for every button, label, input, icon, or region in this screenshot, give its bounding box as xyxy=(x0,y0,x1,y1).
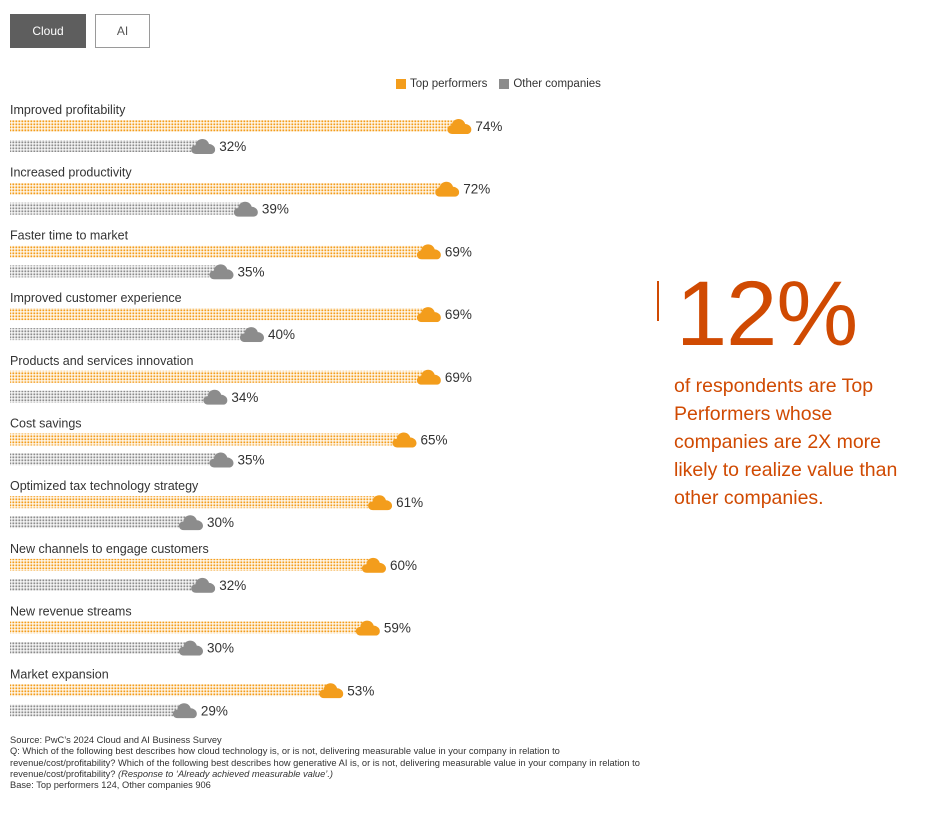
bar-other xyxy=(10,578,206,591)
category-label: Improved profitability xyxy=(10,103,126,117)
value-label-top: 69% xyxy=(445,307,472,322)
bar-top xyxy=(10,558,376,571)
value-label-other: 30% xyxy=(207,515,234,530)
footnote: Source: PwC’s 2024 Cloud and AI Business… xyxy=(10,735,640,791)
value-label-top: 65% xyxy=(421,433,448,448)
value-label-other: 29% xyxy=(201,703,228,718)
category-label: New channels to engage customers xyxy=(10,542,209,556)
bar-top xyxy=(10,308,431,321)
footnote-question-text: Q: Which of the following best describes… xyxy=(10,746,640,779)
bar-top xyxy=(10,684,334,697)
value-label-top: 72% xyxy=(463,182,490,197)
category-label: Increased productivity xyxy=(10,166,132,180)
value-label-top: 53% xyxy=(347,683,374,698)
bar-other xyxy=(10,390,218,403)
value-label-top: 59% xyxy=(384,621,411,636)
callout-stat: 12% xyxy=(676,263,858,365)
value-label-other: 30% xyxy=(207,641,234,656)
callout-text: of respondents are Top Performers whose … xyxy=(674,375,898,509)
bar-top xyxy=(10,245,431,258)
tab-cloud[interactable]: Cloud xyxy=(10,14,86,48)
bar-top xyxy=(10,370,431,383)
bar-other xyxy=(10,202,248,215)
value-label-other: 40% xyxy=(268,327,295,342)
footnote-source: Source: PwC’s 2024 Cloud and AI Business… xyxy=(10,735,222,745)
footnote-response-note: (Response to ‘Already achieved measurabl… xyxy=(118,768,333,779)
category-label: Faster time to market xyxy=(10,228,129,242)
bar-top xyxy=(10,621,370,634)
category-label: Optimized tax technology strategy xyxy=(10,479,199,493)
value-label-other: 32% xyxy=(219,578,246,593)
bar-top xyxy=(10,496,383,509)
category-label: Market expansion xyxy=(10,667,109,681)
bar-other xyxy=(10,140,206,152)
value-label-top: 60% xyxy=(390,558,417,573)
category-label: Cost savings xyxy=(10,417,82,431)
category-label: Improved customer experience xyxy=(10,291,182,305)
value-label-top: 61% xyxy=(396,495,423,510)
value-label-top: 69% xyxy=(445,244,472,259)
bar-other xyxy=(10,704,187,717)
bar-top xyxy=(10,120,462,132)
bar-other xyxy=(10,516,193,529)
bar-other xyxy=(10,453,224,466)
bar-top xyxy=(10,182,450,195)
footnote-base: Base: Top performers 124, Other companie… xyxy=(10,780,211,791)
legend-item-other: Other companies xyxy=(499,78,601,90)
legend-label-top: Top performers xyxy=(410,78,488,90)
value-label-other: 35% xyxy=(238,453,265,468)
value-label-other: 34% xyxy=(231,390,258,405)
value-label-top: 69% xyxy=(445,370,472,385)
bar-other xyxy=(10,265,224,278)
value-label-top: 74% xyxy=(475,119,502,134)
legend-swatch-other xyxy=(499,79,510,89)
bar-other xyxy=(10,328,254,341)
bar-top xyxy=(10,433,407,446)
bar-other xyxy=(10,641,193,654)
category-label: Products and services innovation xyxy=(10,354,193,368)
category-label: New revenue streams xyxy=(10,605,132,619)
chart-legend: Top performers Other companies xyxy=(396,78,613,90)
tab-ai[interactable]: AI xyxy=(95,14,150,48)
stat-divider xyxy=(657,281,659,321)
value-label-other: 32% xyxy=(219,139,246,154)
tab-bar: Cloud AI xyxy=(10,14,150,48)
value-label-other: 35% xyxy=(238,264,265,279)
value-label-other: 39% xyxy=(262,202,289,217)
legend-swatch-top xyxy=(396,79,406,89)
legend-label-other: Other companies xyxy=(513,78,601,90)
bar-chart: Improved profitability 74% 32% Increased pr… xyxy=(10,103,502,719)
footnote-question: Q: Which of the following best describes… xyxy=(10,746,640,780)
legend-item-top: Top performers xyxy=(396,78,487,90)
